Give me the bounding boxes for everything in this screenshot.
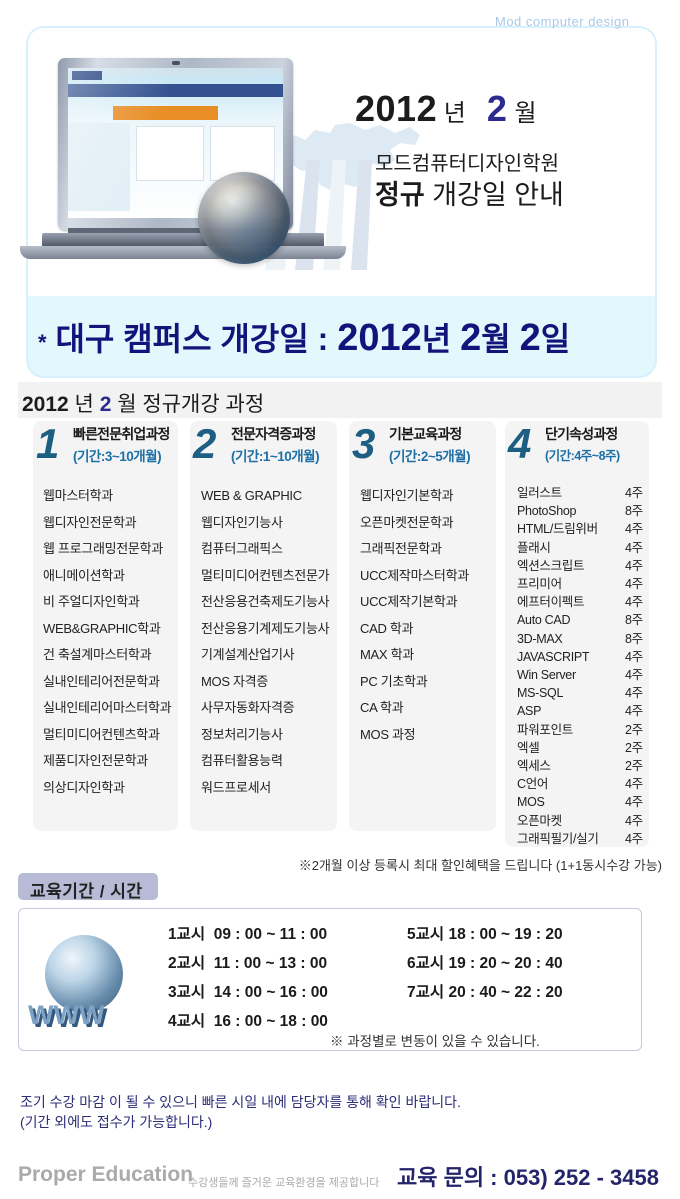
svg-text:WWW: WWW <box>28 1000 105 1030</box>
